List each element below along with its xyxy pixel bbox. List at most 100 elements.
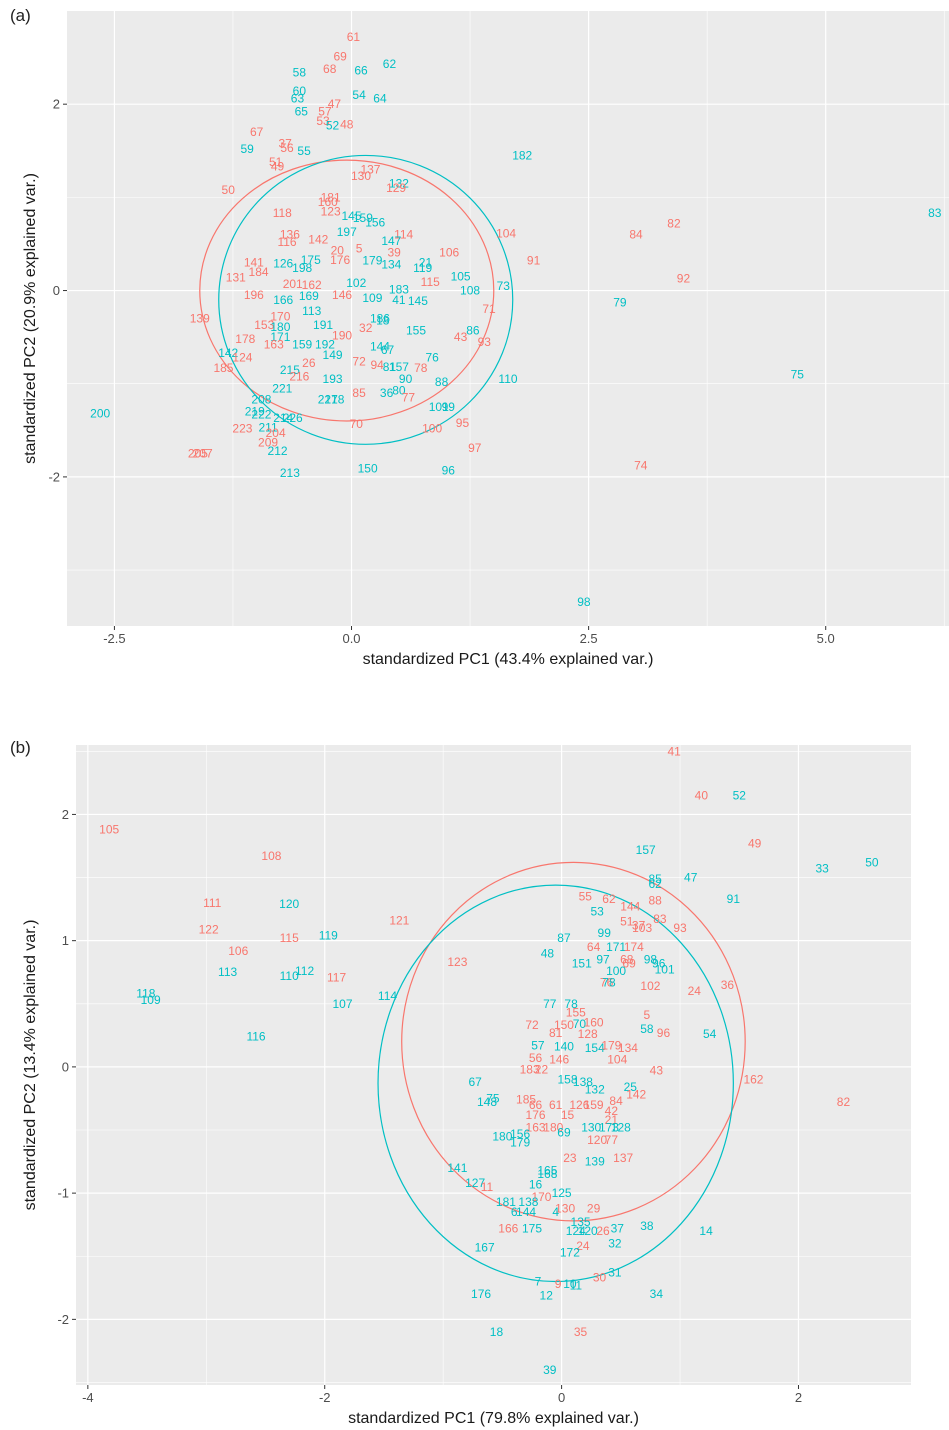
point-label: 165 [537, 1163, 557, 1177]
point-label: 16 [529, 1177, 543, 1191]
pca-plot-b: (b) 41 40 52 105 49 157 108 50 33 85 47 62 55 62 91 88 1… [0, 730, 949, 1430]
point-label: 159 [584, 1098, 604, 1112]
point-label: 24 [576, 1239, 590, 1253]
point-label: 61 [347, 30, 361, 44]
point-label: 120 [587, 1133, 607, 1147]
point-label: 22 [535, 1062, 549, 1076]
point-label: 155 [406, 324, 426, 338]
point-label: 104 [496, 227, 516, 241]
point-label: 30 [593, 1271, 607, 1285]
point-label: 109 [141, 993, 161, 1007]
y-tick-label: 1 [62, 933, 69, 948]
point-label: 12 [540, 1288, 554, 1302]
point-label: 204 [266, 426, 286, 440]
point-label: 47 [684, 871, 698, 885]
point-label: 153 [254, 318, 274, 332]
point-label: 121 [389, 913, 409, 927]
point-label: 174 [624, 940, 644, 954]
point-label: 198 [292, 261, 312, 275]
point-label: 151 [572, 956, 592, 970]
point-label: 68 [620, 953, 634, 967]
point-label: 55 [579, 889, 593, 903]
point-label: 180 [492, 1129, 512, 1143]
point-label: 145 [342, 209, 362, 223]
gridlines [76, 745, 911, 1385]
point-label: 81 [549, 1026, 563, 1040]
point-label: 102 [346, 276, 366, 290]
point-label: 37 [611, 1221, 625, 1235]
point-label: 196 [244, 288, 264, 302]
point-label: 69 [333, 50, 347, 64]
point-label: 76 [600, 975, 614, 989]
point-label: 91 [727, 892, 741, 906]
y-tick-label: 0 [62, 1059, 69, 1074]
point-label: 138 [573, 1075, 593, 1089]
point-label: 96 [652, 956, 666, 970]
point-label: 40 [695, 788, 709, 802]
point-label: 132 [585, 1083, 605, 1097]
point-label: 181 [496, 1195, 516, 1209]
point-label: 178 [235, 332, 255, 346]
point-label: 31 [608, 1266, 622, 1280]
point-label: 114 [378, 989, 397, 1003]
point-label: 176 [471, 1287, 491, 1301]
point-label: 48 [340, 118, 354, 132]
point-label: 180 [543, 1120, 563, 1134]
point-label: 162 [302, 278, 322, 292]
point-label: 219 [245, 405, 265, 419]
point-label: 103 [632, 921, 652, 935]
point-label: 134 [618, 1041, 638, 1055]
point-label: 126 [569, 1098, 589, 1112]
point-label: 146 [332, 288, 352, 302]
point-label: 155 [566, 1006, 586, 1020]
point-label: 222 [251, 407, 271, 421]
point-label: 64 [373, 92, 387, 106]
point-label: 118 [273, 206, 292, 220]
point-label: 106 [228, 944, 248, 958]
point-label: 145 [408, 294, 428, 308]
point-label: 67 [381, 343, 395, 357]
point-label: 197 [337, 225, 357, 239]
x-tick-label: 5.0 [817, 631, 835, 646]
point-label: 214 [273, 411, 293, 425]
point-label: 169 [299, 289, 319, 303]
point-label: 156 [510, 1127, 530, 1141]
panel-label-a: (a) [10, 6, 31, 25]
point-label: 18 [376, 313, 390, 327]
point-label: 171 [270, 330, 290, 344]
point-label: 38 [640, 1219, 654, 1233]
point-label: 21 [419, 256, 433, 270]
point-label: 193 [323, 372, 343, 386]
point-label: 119 [413, 261, 432, 275]
point-label: 190 [332, 328, 352, 342]
point-label: 176 [526, 1108, 546, 1122]
point-label: 97 [596, 953, 610, 967]
point-label: 166 [498, 1221, 518, 1235]
point-label: 137 [613, 1151, 633, 1165]
point-label: 36 [721, 978, 735, 992]
point-label: 181 [321, 190, 341, 204]
point-label: 60 [293, 84, 307, 98]
ellipse-teal [218, 154, 514, 445]
point-label: 135 [571, 1215, 591, 1229]
point-label: 64 [587, 940, 601, 954]
point-label: 183 [389, 283, 409, 297]
point-label: 66 [529, 1098, 543, 1112]
point-label: 76 [425, 351, 439, 365]
point-label: 179 [601, 1038, 621, 1052]
point-label: 43 [454, 330, 468, 344]
point-label: 175 [522, 1221, 542, 1235]
point-label: 183 [520, 1062, 540, 1076]
point-label: 9 [555, 1277, 562, 1291]
point-label: 216 [289, 369, 309, 383]
point-label: 90 [399, 372, 413, 386]
point-label: 58 [640, 1022, 654, 1036]
point-label: 123 [321, 204, 341, 218]
point-label: 5 [644, 1008, 651, 1022]
point-label: 138 [518, 1195, 538, 1209]
point-label: 95 [456, 416, 470, 430]
point-label: 23 [563, 1151, 577, 1165]
